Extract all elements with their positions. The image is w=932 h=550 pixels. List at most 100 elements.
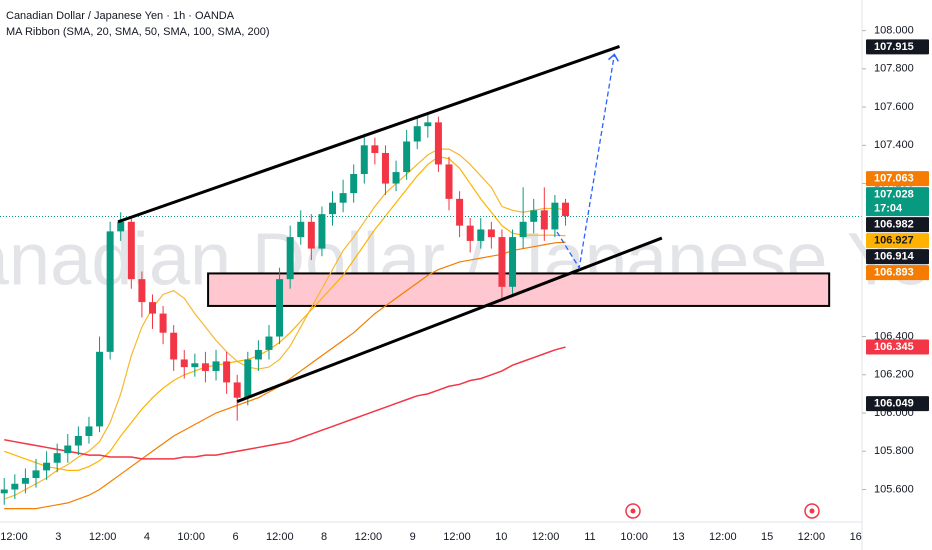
candle-body <box>561 202 569 217</box>
candle-body <box>276 279 284 337</box>
y-tick-label: 107.600 <box>874 101 914 113</box>
candle-body <box>11 483 19 490</box>
candle-body <box>477 229 485 241</box>
price-label-bg <box>866 396 929 412</box>
x-tick-label: 13 <box>672 531 684 543</box>
candle-body <box>519 221 527 238</box>
support-zone <box>207 272 831 307</box>
candle-body <box>43 462 51 471</box>
x-tick-label: 10:00 <box>177 531 205 543</box>
candle-body <box>381 152 389 184</box>
candle-body <box>530 210 538 222</box>
y-tick-label: 105.600 <box>874 483 914 495</box>
price-label-bg <box>866 39 929 55</box>
candle-body <box>117 221 125 232</box>
candle-body <box>360 145 368 174</box>
candle-body <box>159 313 167 333</box>
y-tick-label: 106.200 <box>874 369 914 381</box>
candle-body <box>201 363 209 371</box>
candle-body <box>329 202 337 215</box>
candle-body <box>392 172 400 184</box>
candle-body <box>498 237 506 287</box>
candle-body <box>74 435 82 446</box>
trendline <box>236 236 663 403</box>
candle-body <box>265 336 273 350</box>
y-tick-label: 108.000 <box>874 24 914 36</box>
price-label: 106.982 <box>874 219 914 231</box>
moving-average <box>4 156 566 471</box>
candle-body <box>509 237 517 287</box>
price-label-bg <box>866 171 929 187</box>
candle-body <box>487 229 495 238</box>
x-tick-label: 12:00 <box>0 531 28 543</box>
price-label: 106.914 <box>874 251 915 263</box>
candle-body <box>371 145 379 153</box>
candle-body <box>339 193 347 203</box>
plot-area <box>0 45 862 510</box>
candle-body <box>466 225 474 241</box>
axes: 105.600105.800106.000106.200106.400107.2… <box>0 24 929 543</box>
price-label-bg <box>866 339 929 355</box>
candle-body <box>180 359 188 368</box>
candle-body <box>212 361 220 371</box>
x-tick-label: 12:00 <box>355 531 383 543</box>
candle-body <box>106 231 114 352</box>
candle-body <box>96 351 104 427</box>
candle-body <box>21 478 29 484</box>
candle-body <box>434 122 442 165</box>
x-tick-label: 10:00 <box>620 531 648 543</box>
candle-body <box>244 359 252 398</box>
candle-body <box>85 426 93 436</box>
candle-body <box>32 470 40 479</box>
price-label: 106.049 <box>874 398 914 410</box>
price-label: 106.893 <box>874 267 914 279</box>
x-tick-label: 10 <box>495 531 507 543</box>
candle-body <box>148 302 156 314</box>
x-tick-label: 12:00 <box>709 531 737 543</box>
candle-body <box>138 279 146 303</box>
last-price-label: 107.028 <box>874 189 914 201</box>
price-label-bg <box>866 233 929 249</box>
candle-body <box>0 489 8 494</box>
candle-body <box>551 202 559 230</box>
y-tick-label: 107.400 <box>874 139 914 151</box>
price-label: 107.063 <box>874 173 914 185</box>
x-tick-label: 6 <box>232 531 238 543</box>
candle-body <box>456 198 464 226</box>
candle-body <box>223 361 231 383</box>
y-tick-label: 106.400 <box>874 330 914 342</box>
moving-average <box>4 148 566 500</box>
indicator-legend: MA Ribbon (SMA, 20, SMA, 50, SMA, 100, S… <box>6 26 270 38</box>
x-tick-label: 12:00 <box>89 531 117 543</box>
x-tick-label: 4 <box>144 531 150 543</box>
x-tick-label: 16 <box>850 531 862 543</box>
moving-average <box>4 346 566 460</box>
candle-body <box>64 445 72 454</box>
candle-body <box>413 126 421 142</box>
x-tick-label: 12:00 <box>443 531 471 543</box>
candle-body <box>318 214 326 249</box>
trendline <box>117 45 620 224</box>
candle-body <box>233 382 241 398</box>
candle-body <box>297 221 305 238</box>
price-label-bg <box>866 265 929 281</box>
candle-body <box>254 349 262 360</box>
price-label-bg <box>866 249 929 265</box>
x-tick-label: 3 <box>55 531 61 543</box>
candle-body <box>445 164 453 199</box>
candle-body <box>127 221 135 280</box>
candle-body <box>307 221 315 249</box>
event-icon[interactable] <box>625 503 641 519</box>
price-label: 106.345 <box>874 341 914 353</box>
x-tick-label: 12:00 <box>266 531 294 543</box>
candle-body <box>403 141 411 173</box>
candle-body <box>53 453 61 463</box>
x-tick-label: 12:00 <box>798 531 826 543</box>
x-tick-label: 9 <box>410 531 416 543</box>
price-label-bg <box>866 217 929 233</box>
event-icon[interactable] <box>804 503 820 519</box>
candle-body <box>170 332 178 360</box>
countdown: 17:04 <box>874 203 903 215</box>
projection-arrow <box>556 53 619 270</box>
